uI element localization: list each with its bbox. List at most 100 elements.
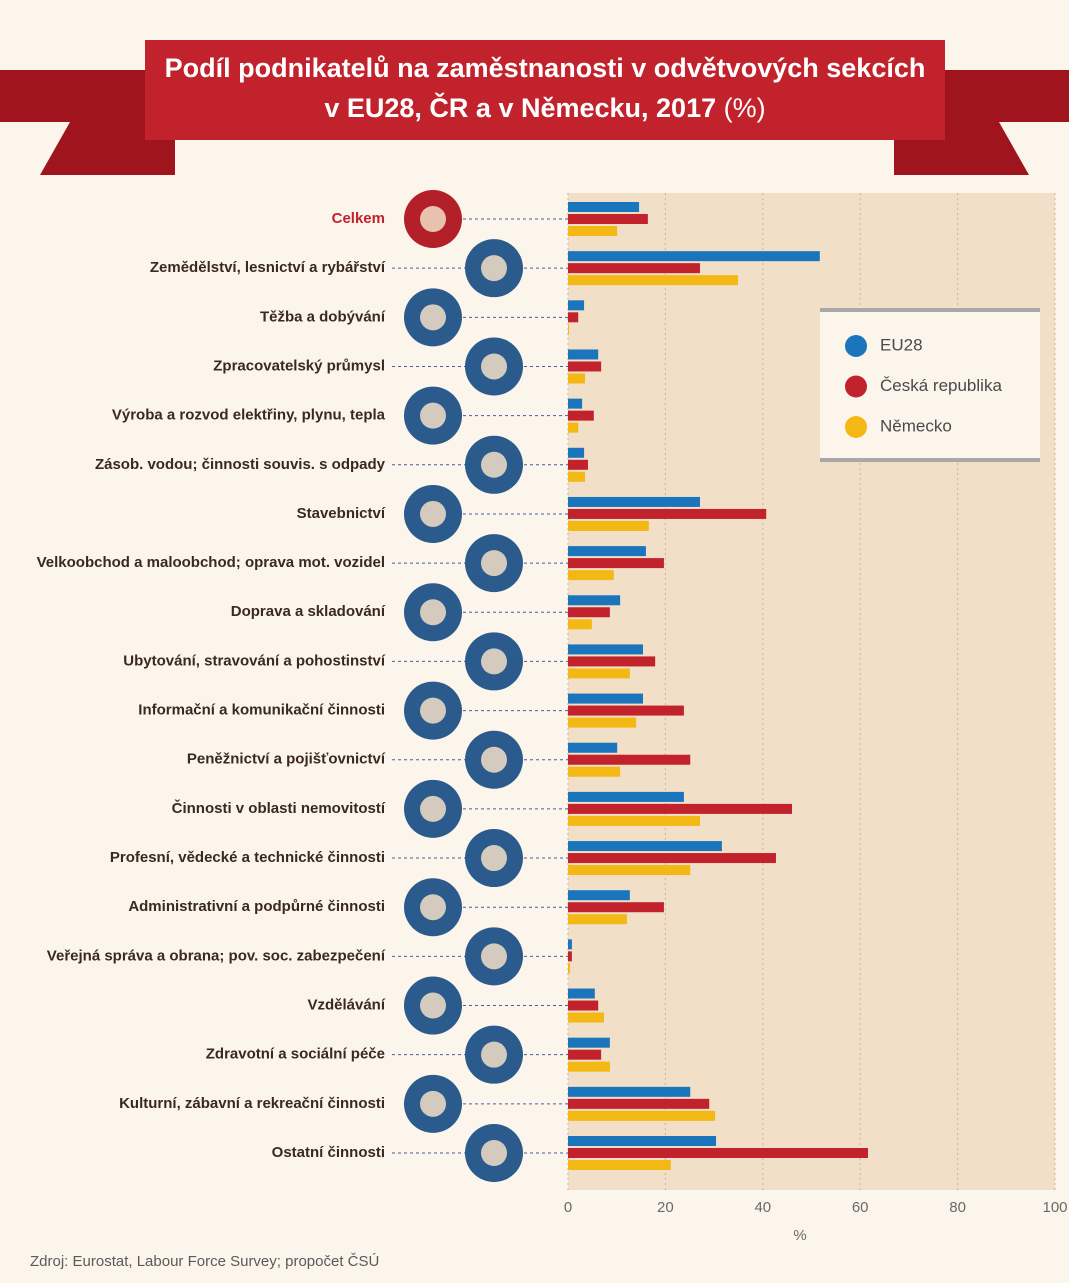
legend-marker <box>845 376 867 398</box>
bar <box>568 497 700 507</box>
x-tick-label: 40 <box>754 1199 771 1216</box>
bar <box>568 448 584 458</box>
bar <box>568 373 585 383</box>
bar <box>568 1050 601 1060</box>
bar <box>568 853 776 863</box>
chart-title: Podíl podnikatelů na zaměstnanosti v odv… <box>165 53 926 83</box>
icon-inner <box>420 1091 446 1117</box>
icon-inner <box>420 501 446 527</box>
bar <box>568 411 594 421</box>
category-label: Administrativní a podpůrné činnosti <box>128 898 385 915</box>
bar <box>568 361 601 371</box>
category-label: Zásob. vodou; činnosti souvis. s odpady <box>95 456 386 473</box>
bar <box>568 202 639 212</box>
category-label: Celkem <box>332 210 385 227</box>
bar <box>568 1111 715 1121</box>
title-unit: (%) <box>724 93 766 123</box>
bar <box>568 890 630 900</box>
x-tick-label: 60 <box>852 1199 869 1216</box>
icon-inner <box>481 1140 507 1166</box>
icon-inner <box>420 796 446 822</box>
bar <box>568 275 738 285</box>
icon-inner <box>420 894 446 920</box>
category-label: Zdravotní a sociální péče <box>206 1046 385 1063</box>
bar <box>568 668 630 678</box>
category-label: Zpracovatelský průmysl <box>213 357 385 374</box>
legend-label: Německo <box>880 416 952 435</box>
bar <box>568 472 585 482</box>
chart-title: v EU28, ČR a v Německu, 2017 <box>324 92 716 123</box>
x-tick-label: 20 <box>657 1199 674 1216</box>
category-label: Profesní, vědecké a technické činnosti <box>110 849 385 866</box>
category-label: Velkoobchod a maloobchod; oprava mot. vo… <box>37 554 385 571</box>
bar <box>568 521 649 531</box>
bar <box>568 607 610 617</box>
bar <box>568 755 690 765</box>
bar <box>568 1087 690 1097</box>
category-label: Stavebnictví <box>297 505 386 522</box>
category-label: Informační a komunikační činnosti <box>138 702 385 719</box>
bar <box>568 939 572 949</box>
icon-inner <box>481 845 507 871</box>
icon-inner <box>481 452 507 478</box>
source: Zdroj: Eurostat, Labour Force Survey; pr… <box>30 1253 379 1270</box>
category-label: Ubytování, stravování a pohostinství <box>123 652 386 669</box>
bar <box>568 251 820 261</box>
icon-inner <box>420 206 446 232</box>
category-label: Kulturní, zábavní a rekreační činnosti <box>119 1095 385 1112</box>
bar <box>568 914 627 924</box>
bar <box>568 767 620 777</box>
bar <box>568 694 643 704</box>
bar <box>568 743 617 753</box>
bar <box>568 423 578 433</box>
bar <box>568 1148 868 1158</box>
icon-inner <box>481 747 507 773</box>
icon-inner <box>420 304 446 330</box>
bar <box>568 1062 610 1072</box>
category-label: Ostatní činnosti <box>272 1144 385 1161</box>
legend-label: EU28 <box>880 335 923 354</box>
icon-inner <box>420 599 446 625</box>
bar <box>568 595 620 605</box>
category-label: Výroba a rozvod elektřiny, plynu, tepla <box>112 407 386 424</box>
bar <box>568 865 690 875</box>
legend-marker <box>845 335 867 357</box>
bar <box>568 792 684 802</box>
bar <box>568 1001 598 1011</box>
bar <box>568 399 582 409</box>
bar <box>568 816 700 826</box>
icon-inner <box>420 403 446 429</box>
bar <box>568 570 614 580</box>
bar <box>568 349 598 359</box>
icon-inner <box>481 255 507 281</box>
x-tick-label: 80 <box>949 1199 966 1216</box>
legend-label: Česká republika <box>880 376 1002 395</box>
bar <box>568 312 578 322</box>
icon-inner <box>481 943 507 969</box>
bar <box>568 558 664 568</box>
icon-inner <box>481 550 507 576</box>
bar <box>568 226 617 236</box>
x-tick-label: 100 <box>1042 1199 1067 1216</box>
x-tick-label: 0 <box>564 1199 572 1216</box>
bar <box>568 1160 671 1170</box>
bar <box>568 300 584 310</box>
bar <box>568 718 636 728</box>
bar <box>568 963 570 973</box>
icon-inner <box>420 993 446 1019</box>
legend-marker <box>845 416 867 438</box>
bar <box>568 1136 716 1146</box>
bar <box>568 1038 610 1048</box>
category-label: Zemědělství, lesnictví a rybářství <box>150 259 386 276</box>
chart-title: v EU28, ČR a v Německu, 2017 (%) <box>324 92 765 123</box>
bar <box>568 951 572 961</box>
bar <box>568 460 588 470</box>
bar <box>568 324 569 334</box>
bar <box>568 841 722 851</box>
bar <box>568 644 643 654</box>
category-label: Doprava a skladování <box>231 603 386 620</box>
plot: 0 20 40 60 80 100 Celkem Zemědělství, lesnictví… <box>37 190 1068 1216</box>
bar <box>568 1013 604 1023</box>
x-axis-label: % <box>793 1227 806 1244</box>
bar <box>568 656 655 666</box>
